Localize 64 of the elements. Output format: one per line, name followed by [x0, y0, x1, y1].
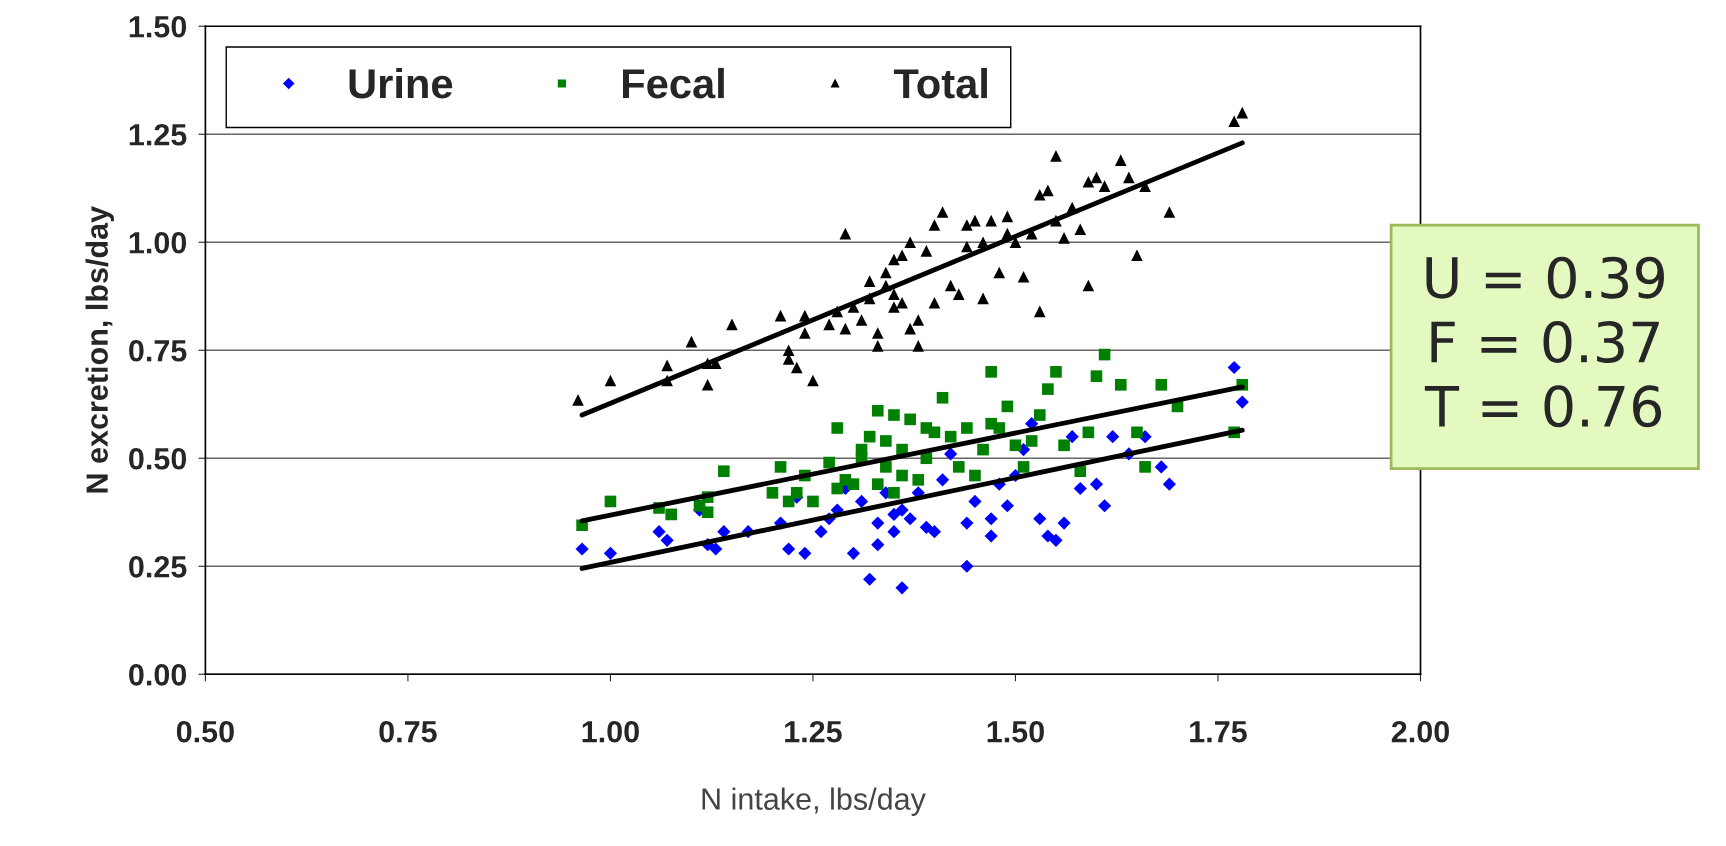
x-tick-label: 1.50 — [987, 720, 1044, 743]
text: F = 0.37 — [1431, 320, 1659, 363]
point — [854, 494, 869, 509]
point — [603, 546, 618, 560]
point — [1065, 430, 1079, 444]
x-tick-label: 1.75 — [1190, 721, 1247, 743]
point — [960, 559, 974, 573]
x-tick-label: 0.75 — [379, 720, 437, 743]
point — [1041, 529, 1055, 543]
point — [1033, 512, 1047, 526]
y-tick-label: 1.00 — [129, 231, 187, 254]
legend-label: Fecal — [623, 67, 724, 99]
point — [919, 520, 933, 534]
point — [984, 529, 998, 543]
legend-label: Total — [893, 67, 987, 99]
y-tick-label: 0.25 — [129, 555, 187, 578]
point — [798, 546, 812, 560]
point — [935, 473, 950, 487]
point — [1073, 481, 1087, 496]
point — [984, 512, 998, 526]
point — [660, 533, 674, 547]
y-tick-label: 1.25 — [129, 123, 187, 146]
point — [895, 581, 909, 595]
y-tick-label: 0.00 — [129, 664, 187, 686]
y-tick-label: 1.50 — [129, 15, 187, 38]
point — [1049, 533, 1063, 547]
point — [1235, 395, 1249, 409]
x-tick-label: 0.50 — [176, 720, 234, 743]
point — [717, 525, 731, 539]
point — [1162, 477, 1176, 491]
point — [782, 542, 796, 556]
y-tick-label: 0.50 — [129, 447, 187, 470]
x-tick-label: 2.00 — [1391, 720, 1449, 743]
point — [968, 494, 982, 509]
point — [1089, 477, 1104, 491]
point — [1057, 516, 1071, 530]
legend-label: Urine — [349, 67, 453, 99]
x-axis-title: N intake, lbs/day — [702, 787, 926, 816]
text: U = 0.39 — [1426, 256, 1664, 299]
point — [709, 542, 723, 556]
point — [871, 516, 885, 530]
x-tick-label: 1.00 — [582, 720, 639, 743]
point — [944, 447, 958, 461]
point — [960, 516, 974, 530]
point — [575, 542, 589, 556]
point — [927, 525, 942, 539]
point — [652, 525, 666, 539]
point — [887, 525, 901, 539]
point — [863, 572, 877, 586]
point — [871, 538, 885, 552]
point — [1227, 360, 1241, 375]
text: T = 0.76 — [1424, 385, 1662, 428]
x-tick-label: 1.25 — [785, 720, 842, 743]
y-tick-label: 0.75 — [129, 339, 187, 362]
point — [903, 512, 917, 526]
point — [887, 507, 901, 521]
point — [895, 503, 909, 517]
point — [1154, 460, 1168, 474]
point — [846, 546, 861, 560]
point — [1097, 499, 1112, 513]
y-axis-title: N excretion, lbs/day — [85, 206, 114, 493]
point — [1000, 499, 1014, 513]
point — [1106, 430, 1120, 444]
point — [814, 525, 828, 539]
